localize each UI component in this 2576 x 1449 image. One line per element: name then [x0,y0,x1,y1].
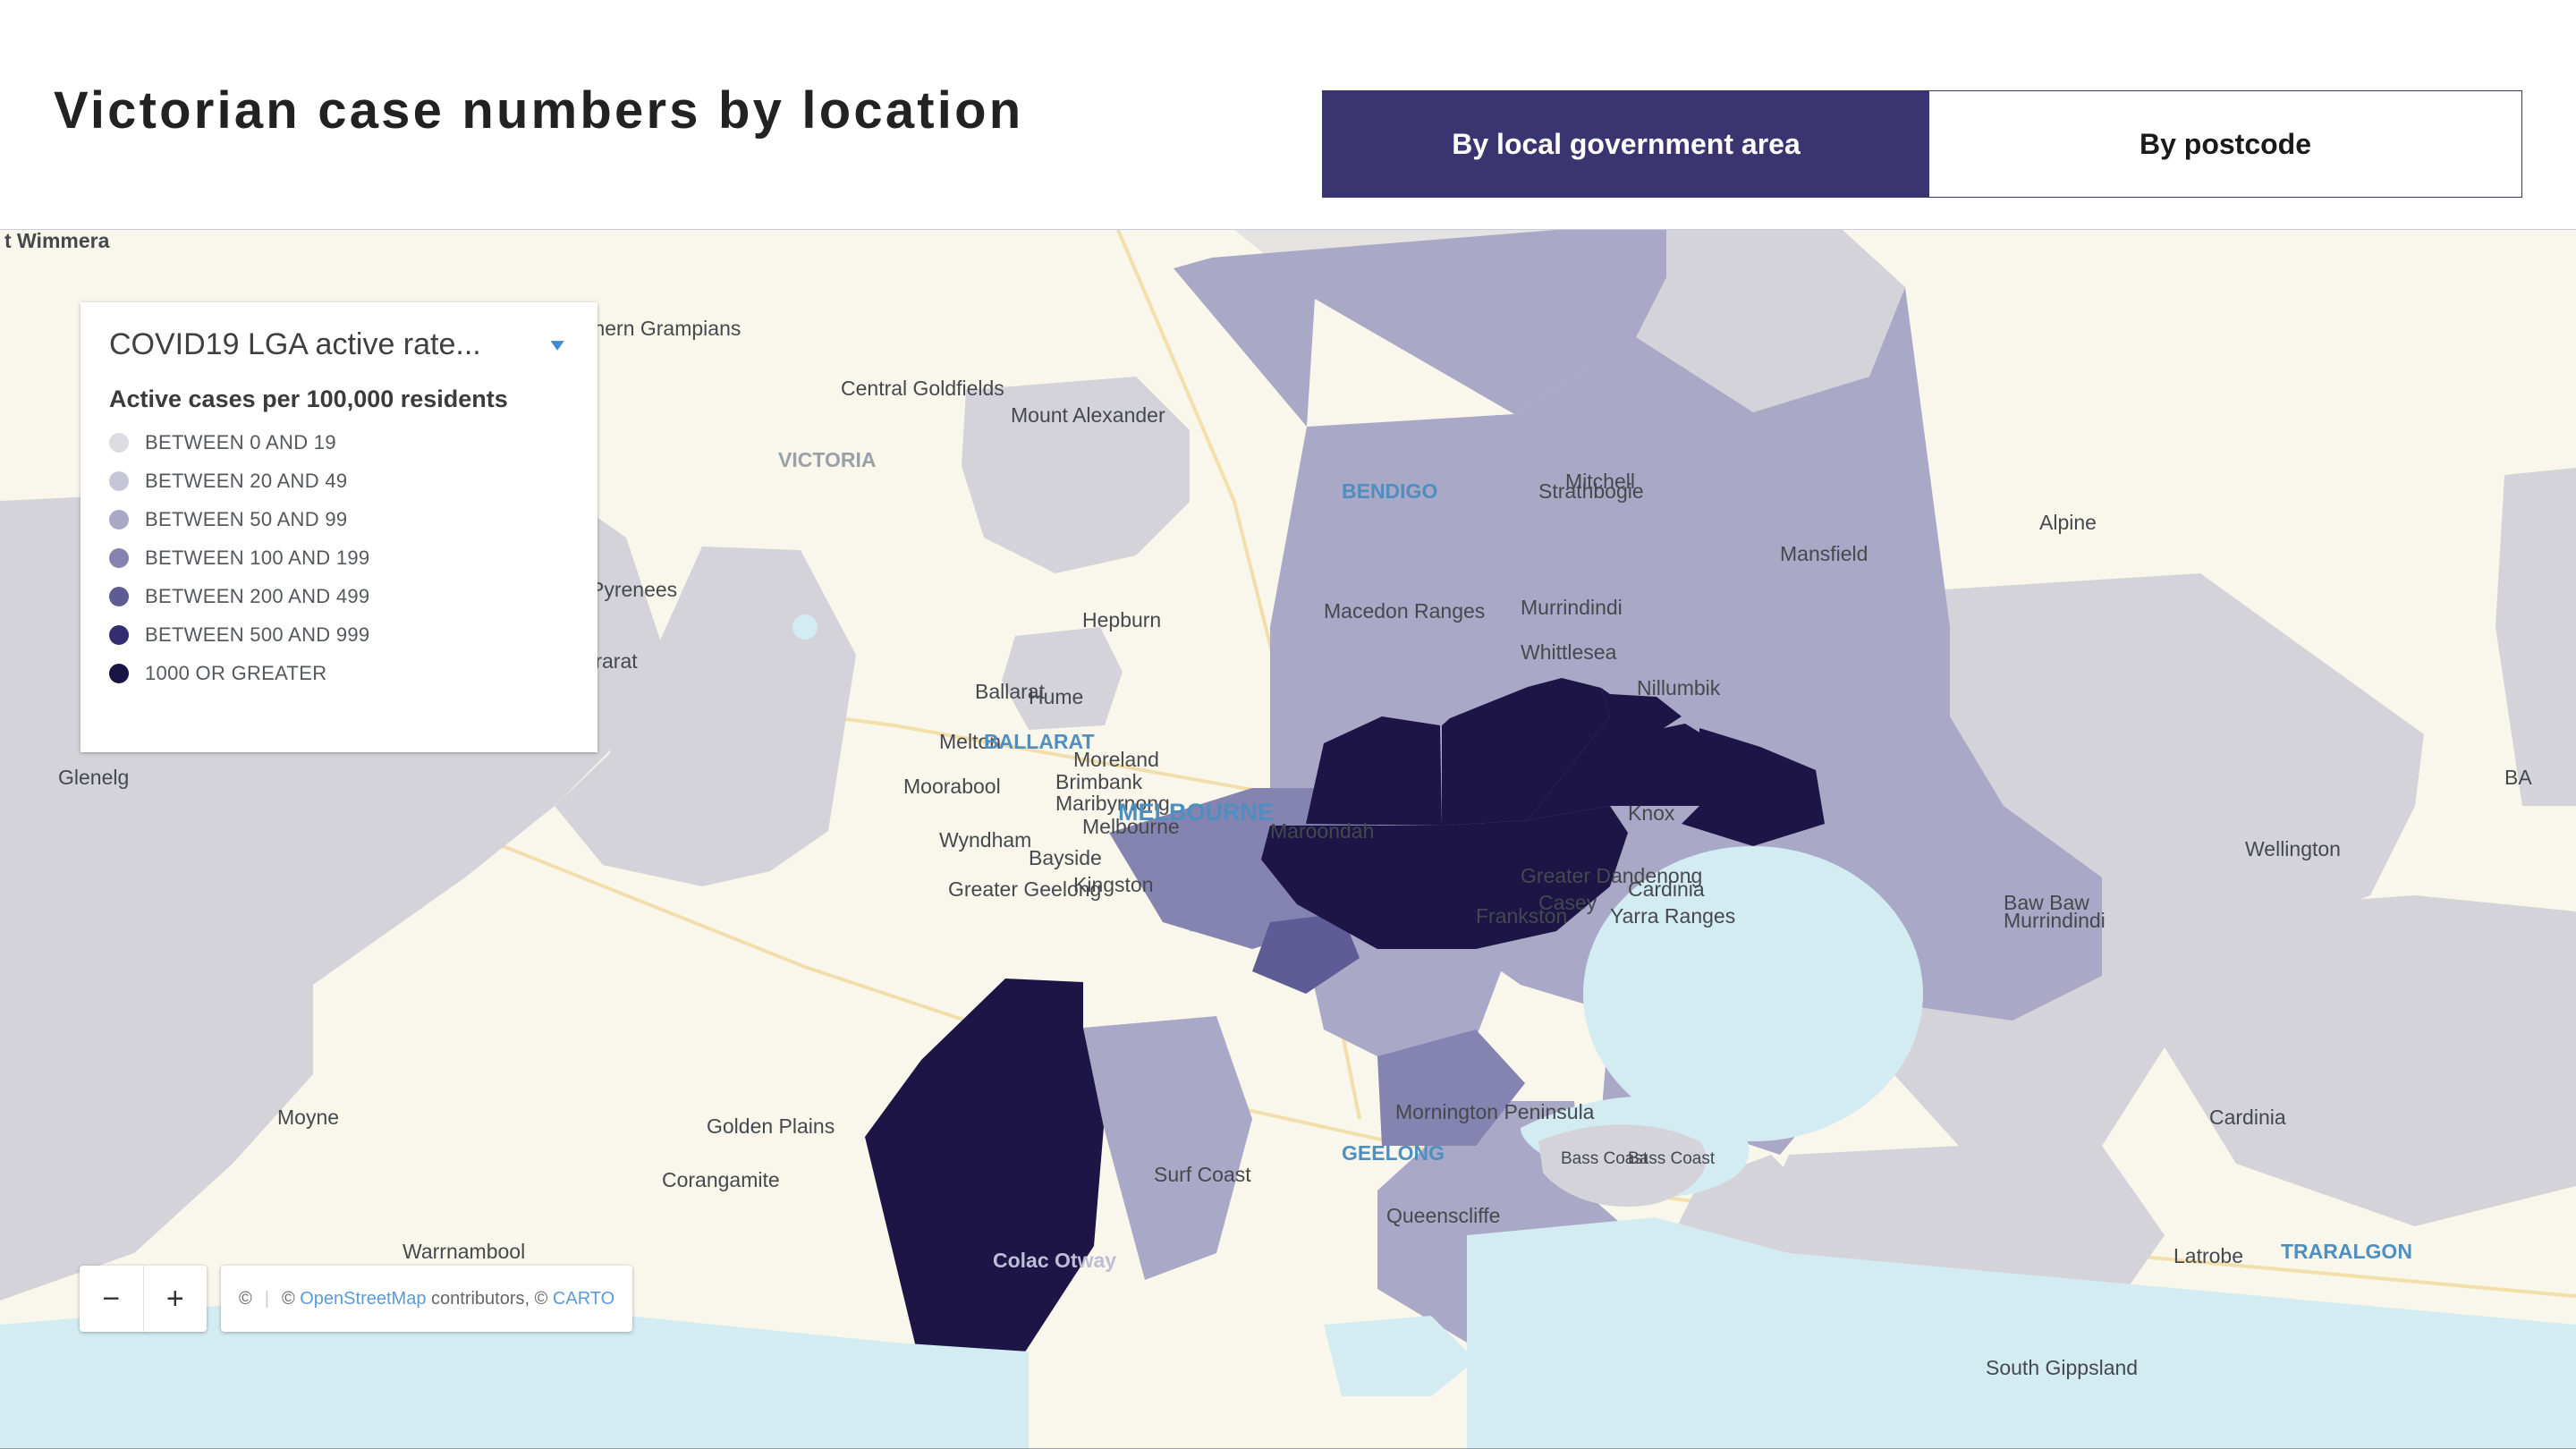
svg-text:Corangamite: Corangamite [662,1168,780,1191]
svg-text:Mount Alexander: Mount Alexander [1011,403,1165,427]
svg-text:South Gippsland: South Gippsland [1986,1356,2138,1379]
svg-text:Alpine: Alpine [2039,511,2097,534]
svg-text:Yarra Ranges: Yarra Ranges [1610,904,1735,928]
svg-text:BENDIGO: BENDIGO [1342,479,1437,503]
svg-text:Greater Geelong: Greater Geelong [948,877,1101,901]
svg-text:Knox: Knox [1628,801,1675,825]
svg-text:Maroondah: Maroondah [1270,819,1374,843]
svg-text:Latrobe: Latrobe [2174,1244,2243,1267]
svg-text:Glenelg: Glenelg [58,766,129,789]
svg-text:Moorabool: Moorabool [903,775,1001,798]
svg-text:Hepburn: Hepburn [1082,608,1161,631]
svg-text:Macedon Ranges: Macedon Ranges [1324,599,1485,623]
svg-text:Wellington: Wellington [2245,837,2341,860]
svg-text:GEELONG: GEELONG [1342,1141,1445,1165]
svg-text:BA: BA [2504,766,2532,789]
svg-text:Colac Otway: Colac Otway [993,1249,1116,1272]
svg-text:Pyrenees: Pyrenees [590,578,677,601]
svg-text:Nillumbik: Nillumbik [1637,676,1721,699]
svg-text:Hume: Hume [1029,685,1083,708]
svg-text:TRARALGON: TRARALGON [2281,1240,2412,1263]
svg-text:Cardinia: Cardinia [2209,1106,2286,1129]
svg-text:MELBOURNE: MELBOURNE [1118,799,1274,826]
svg-text:Mornington Peninsula: Mornington Peninsula [1395,1100,1595,1123]
svg-text:Surf Coast: Surf Coast [1154,1163,1251,1186]
svg-text:Bass Coast: Bass Coast [1628,1149,1716,1168]
svg-text:Central Goldfields: Central Goldfields [841,377,1004,400]
svg-text:VICTORIA: VICTORIA [778,448,876,471]
svg-text:t Wimmera: t Wimmera [4,230,110,252]
svg-text:Baw Baw: Baw Baw [2004,891,2089,914]
svg-text:Mansfield: Mansfield [1780,542,1868,565]
svg-text:Moyne: Moyne [277,1106,339,1129]
svg-text:Queenscliffe: Queenscliffe [1386,1204,1500,1227]
svg-text:Whittlesea: Whittlesea [1521,640,1617,664]
svg-text:Golden Plains: Golden Plains [707,1114,835,1138]
svg-text:Bayside: Bayside [1029,846,1102,869]
svg-text:Murrindindi: Murrindindi [1521,596,1623,619]
svg-text:Warrnambool: Warrnambool [402,1240,525,1263]
svg-text:BALLARAT: BALLARAT [984,730,1095,753]
svg-text:Strathbogie: Strathbogie [1538,479,1644,503]
svg-text:Wyndham: Wyndham [939,828,1031,852]
svg-text:Frankston: Frankston [1476,904,1567,928]
svg-text:Cardinia: Cardinia [1628,877,1705,901]
svg-text:Brimbank: Brimbank [1055,770,1143,793]
